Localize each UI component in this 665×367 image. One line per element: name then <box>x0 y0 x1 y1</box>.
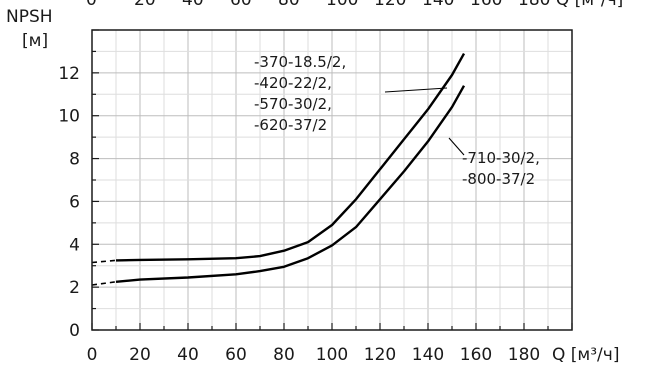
plot-frame <box>91 29 573 331</box>
x-tick-label: 80 <box>273 345 295 365</box>
series-line-1 <box>115 53 466 262</box>
y-tick-label: 10 <box>58 107 80 127</box>
top-tick-label: 0 <box>86 0 97 10</box>
series-dashed-extension-1 <box>91 259 117 264</box>
x-tick-label: 20 <box>129 345 151 365</box>
top-tick-label: 40 <box>182 0 204 10</box>
series-annotation-1-line: -370-18.5/2, <box>254 53 346 71</box>
top-tick-label: 20 <box>134 0 156 10</box>
top-tick-label: 80 <box>278 0 300 10</box>
y-tick-label: 8 <box>69 150 80 170</box>
top-tick-label: 100 <box>326 0 358 10</box>
top-tick-label: 120 <box>374 0 406 10</box>
top-tick-label: 160 <box>470 0 502 10</box>
y-axis-title-line-1: NPSH <box>6 7 53 27</box>
x-tick-label: 120 <box>364 345 396 365</box>
series-annotation-1-line: -570-30/2, <box>254 95 332 113</box>
series-annotation-1-line: -620-37/2 <box>254 116 327 134</box>
x-tick-label: 180 <box>508 345 540 365</box>
series-dashed-extension-2 <box>91 280 117 286</box>
x-tick-label: 140 <box>412 345 444 365</box>
series-annotation-2-line: -800-37/2 <box>462 170 535 188</box>
y-tick-label: 12 <box>58 64 80 84</box>
top-tick-label: 60 <box>230 0 252 10</box>
tick-labels: 0 20 40 60 80 100 120 140 160 180 0 2 4 6 8 10 12 <box>58 64 540 365</box>
x-tick-label: 0 <box>87 345 98 365</box>
series-annotation-2-line: -710-30/2, <box>462 149 540 167</box>
x-tick-label: 60 <box>225 345 247 365</box>
y-tick-label: 4 <box>69 235 80 255</box>
y-tick-label: 2 <box>69 278 80 298</box>
y-axis-title-line-2: [м] <box>22 31 48 51</box>
y-tick-label: 6 <box>69 192 80 212</box>
top-tick-labels: 0 20 40 60 80 100 120 140 160 180 Q [м³/ч] <box>86 0 623 10</box>
annotation-leader-2 <box>448 137 465 156</box>
y-tick-label: 0 <box>69 321 80 341</box>
x-tick-label: 40 <box>177 345 199 365</box>
series-line-2 <box>115 85 466 283</box>
annotations: -370-18.5/2, -420-22/2, -570-30/2, -620-37/… <box>254 53 540 188</box>
x-tick-label: 160 <box>460 345 492 365</box>
series-annotation-1-line: -420-22/2, <box>254 74 332 92</box>
x-axis-title: Q [м³/ч] <box>552 345 619 365</box>
annotation-leader-1 <box>384 87 448 93</box>
x-tick-label: 100 <box>316 345 348 365</box>
data-series <box>91 53 466 286</box>
top-tick-label: 180 Q [м³/ч] <box>518 0 623 10</box>
top-tick-label: 140 <box>422 0 454 10</box>
